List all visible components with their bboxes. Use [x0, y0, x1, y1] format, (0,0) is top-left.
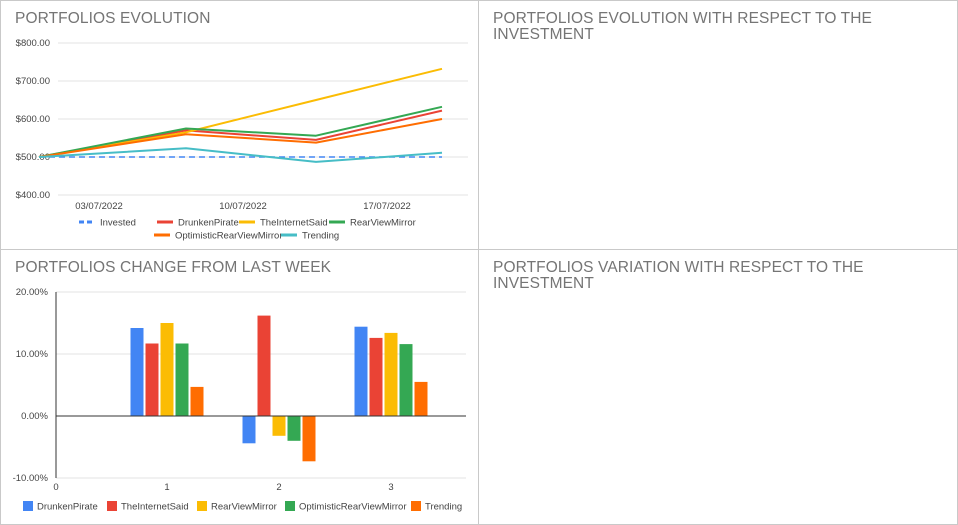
portfolios-variation-chart: -10.00%0.00%10.00%20.00%30.00%40.00%50.0… [479, 250, 958, 525]
chart-title: PORTFOLIOS EVOLUTION WITH RESPECT TO THE… [493, 10, 872, 43]
y-tick-label: $800.00 [16, 38, 50, 49]
series-line [38, 105, 443, 158]
x-tick-label: 1 [164, 482, 169, 493]
legend-entry: OptimisticRearViewMirror [175, 231, 283, 242]
legend-entry: RearViewMirror [211, 502, 277, 513]
bar [145, 343, 159, 416]
bar [354, 326, 368, 416]
bar [302, 416, 316, 462]
bar [175, 343, 189, 416]
portfolios-evolution-investment-panel: PORTFOLIOS EVOLUTION WITH RESPECT TO THE… [478, 0, 958, 250]
series-line [38, 67, 443, 158]
x-tick-label: 10/07/2022 [219, 201, 267, 212]
bar [414, 381, 428, 416]
bar [272, 416, 286, 436]
legend-entry: TheInternetSaid [121, 502, 189, 513]
bar [160, 323, 174, 416]
legend-entry: RearViewMirror [350, 218, 416, 229]
y-tick-label: $500.00 [16, 152, 50, 163]
y-tick-label: 0.00% [21, 411, 48, 422]
series-line [38, 118, 443, 158]
x-tick-label: 03/07/2022 [75, 201, 123, 212]
chart-title: PORTFOLIOS CHANGE FROM LAST WEEK [15, 259, 332, 276]
y-tick-label: 20.00% [16, 287, 49, 298]
legend-entry: DrunkenPirate [37, 502, 98, 513]
legend-swatch [197, 501, 207, 511]
bar [369, 337, 383, 416]
bar [287, 416, 301, 441]
legend-entry: OptimisticRearViewMirror [299, 502, 407, 513]
bar [130, 328, 144, 416]
legend-swatch [23, 501, 33, 511]
y-tick-label: 10.00% [16, 349, 49, 360]
y-tick-label: $700.00 [16, 76, 50, 87]
legend-swatch [285, 501, 295, 511]
portfolios-evolution-panel: PORTFOLIOS EVOLUTION $400.00 $500.00 $600.… [0, 0, 479, 250]
bar [190, 386, 204, 416]
legend-entry: Trending [425, 502, 462, 513]
y-tick-label: $400.00 [16, 190, 50, 201]
bar [257, 315, 271, 416]
x-tick-label: 2 [276, 482, 281, 493]
portfolios-change-chart: -10.00% 0.00% 10.00% 20.00% 0 1 2 3 DrunkenPirat… [13, 287, 466, 513]
x-tick-label: 3 [388, 482, 393, 493]
legend-entry: Invested [100, 218, 136, 229]
legend-entry: DrunkenPirate [178, 218, 239, 229]
legend-entry: Trending [302, 231, 339, 242]
portfolios-variation-panel: PORTFOLIOS VARIATION WITH RESPECT TO THE… [478, 249, 958, 525]
series-line [38, 109, 443, 158]
portfolios-evolution-investment-chart: -10.00%0.00%10.00%20.00%30.00%40.00%50.0… [479, 1, 958, 250]
legend-swatch [107, 501, 117, 511]
y-tick-label: -10.00% [13, 473, 49, 484]
bar [399, 344, 413, 416]
chart-title: PORTFOLIOS VARIATION WITH RESPECT TO THE… [493, 259, 864, 292]
y-tick-label: $600.00 [16, 114, 50, 125]
portfolios-change-panel: PORTFOLIOS CHANGE FROM LAST WEEK -10.00%… [0, 249, 479, 525]
portfolios-evolution-chart: $400.00 $500.00 $600.00 $700.00 $800.00 03/07… [16, 38, 468, 242]
legend-entry: TheInternetSaid [260, 218, 328, 229]
series-line [38, 147, 443, 163]
x-tick-label: 0 [53, 482, 58, 493]
x-tick-label: 17/07/2022 [363, 201, 411, 212]
bar [242, 416, 256, 444]
bar [384, 332, 398, 416]
legend-swatch [411, 501, 421, 511]
chart-title: PORTFOLIOS EVOLUTION [15, 10, 211, 27]
